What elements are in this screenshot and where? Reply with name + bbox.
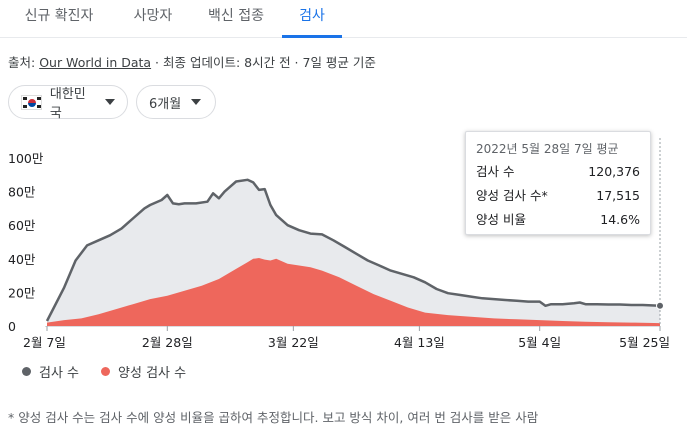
chevron-down-icon — [191, 99, 202, 105]
tooltip-label: 양성 비율 — [476, 212, 526, 227]
tooltip-label: 양성 검사 수* — [476, 188, 548, 203]
footnote: * 양성 검사 수는 검사 수에 양성 비율을 곱하여 추정합니다. 보고 방식… — [8, 410, 539, 425]
y-tick-label: 100만 — [8, 151, 44, 166]
tooltip-value: 14.6% — [600, 212, 640, 227]
legend-item-positive[interactable]: 양성 검사 수 — [101, 362, 186, 381]
legend-item-tests[interactable]: 검사 수 — [22, 362, 79, 381]
chevron-down-icon — [105, 99, 115, 105]
legend-dot-icon — [101, 367, 111, 376]
y-tick-label: 80만 — [8, 185, 36, 200]
tab-testing[interactable]: 검사 — [282, 6, 342, 38]
period-label: 6개월 — [149, 96, 182, 112]
country-label: 대한민국 — [49, 87, 86, 121]
tab-vaccinations[interactable]: 백신 접종 — [208, 8, 264, 24]
source-link[interactable]: Our World in Data — [39, 55, 152, 70]
y-tick-label: 60만 — [8, 218, 36, 233]
x-tick-label: 5월 4일 — [518, 335, 561, 350]
korea-flag-icon — [21, 94, 42, 110]
source-prefix: 출처: — [8, 55, 40, 70]
y-tick-label: 40만 — [8, 252, 36, 267]
source-suffix: · 최종 업데이트: 8시간 전 · 7일 평균 기준 — [151, 55, 376, 70]
tooltip-value: 120,376 — [588, 164, 640, 179]
hover-point — [656, 301, 664, 310]
tab-new-cases[interactable]: 신규 확진자 — [24, 8, 94, 24]
tab-deaths[interactable]: 사망자 — [133, 8, 173, 24]
source-line: 출처: Our World in Data · 최종 업데이트: 8시간 전 ·… — [8, 52, 376, 71]
tooltip-title: 2022년 5월 28일 7일 평균 — [476, 142, 619, 156]
x-tick-label: 4월 13일 — [394, 335, 445, 350]
x-tick-label: 2월 28일 — [142, 335, 193, 350]
country-dropdown[interactable]: 대한민국 — [8, 85, 128, 121]
tooltip-row-positive: 양성 검사 수* 17,515 — [476, 184, 640, 208]
tooltip-row-tests: 검사 수 120,376 — [476, 160, 640, 184]
chart-tooltip: 2022년 5월 28일 7일 평균 검사 수 120,376 양성 검사 수*… — [465, 131, 651, 235]
legend-label: 검사 수 — [39, 366, 80, 381]
y-tick-label: 0 — [8, 319, 16, 334]
tests-line — [45, 178, 661, 322]
testing-chart[interactable]: 0 20만 40만 60만 80만 100만 2월 7일 2월 28일 3월 22일 4월 13일… — [0, 125, 687, 355]
chart-legend: 검사 수 양성 검사 수 — [22, 362, 208, 381]
tab-bar: 신규 확진자 사망자 백신 접종 검사 — [0, 0, 687, 38]
legend-dot-icon — [22, 367, 31, 376]
x-tick-label: 3월 22일 — [268, 335, 319, 350]
x-tick-label: 5월 25일 — [619, 335, 670, 350]
period-dropdown[interactable]: 6개월 — [136, 85, 216, 119]
tooltip-row-rate: 양성 비율 14.6% — [476, 208, 640, 232]
positive-area — [47, 258, 660, 326]
legend-label: 양성 검사 수 — [118, 366, 187, 381]
y-tick-label: 20만 — [8, 285, 36, 300]
tooltip-label: 검사 수 — [476, 164, 515, 179]
x-tick-label: 2월 7일 — [23, 335, 66, 350]
tooltip-value: 17,515 — [596, 188, 640, 203]
